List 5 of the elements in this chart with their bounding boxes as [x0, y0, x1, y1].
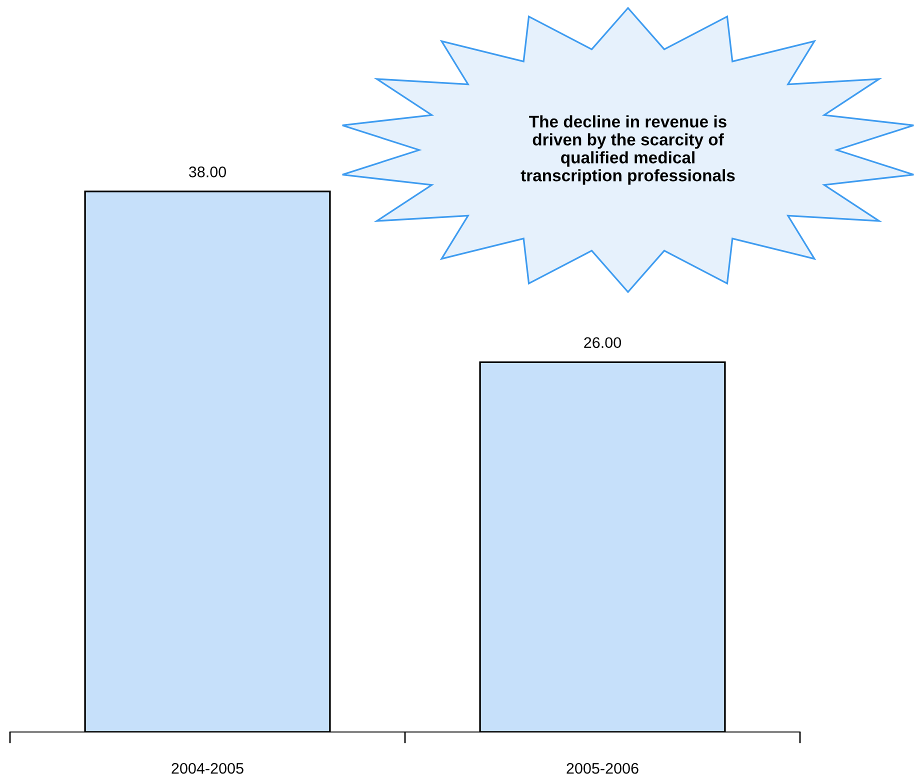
x-tick-label: 2004-2005 — [172, 762, 244, 774]
x-tick-label: 2005-2006 — [566, 762, 638, 774]
data-label: 38.00 — [188, 166, 226, 178]
data-label: 26.00 — [584, 337, 622, 348]
text: The decline in revenue is driven by the scarcity of qualified medical transcription professionals — [520, 115, 735, 185]
